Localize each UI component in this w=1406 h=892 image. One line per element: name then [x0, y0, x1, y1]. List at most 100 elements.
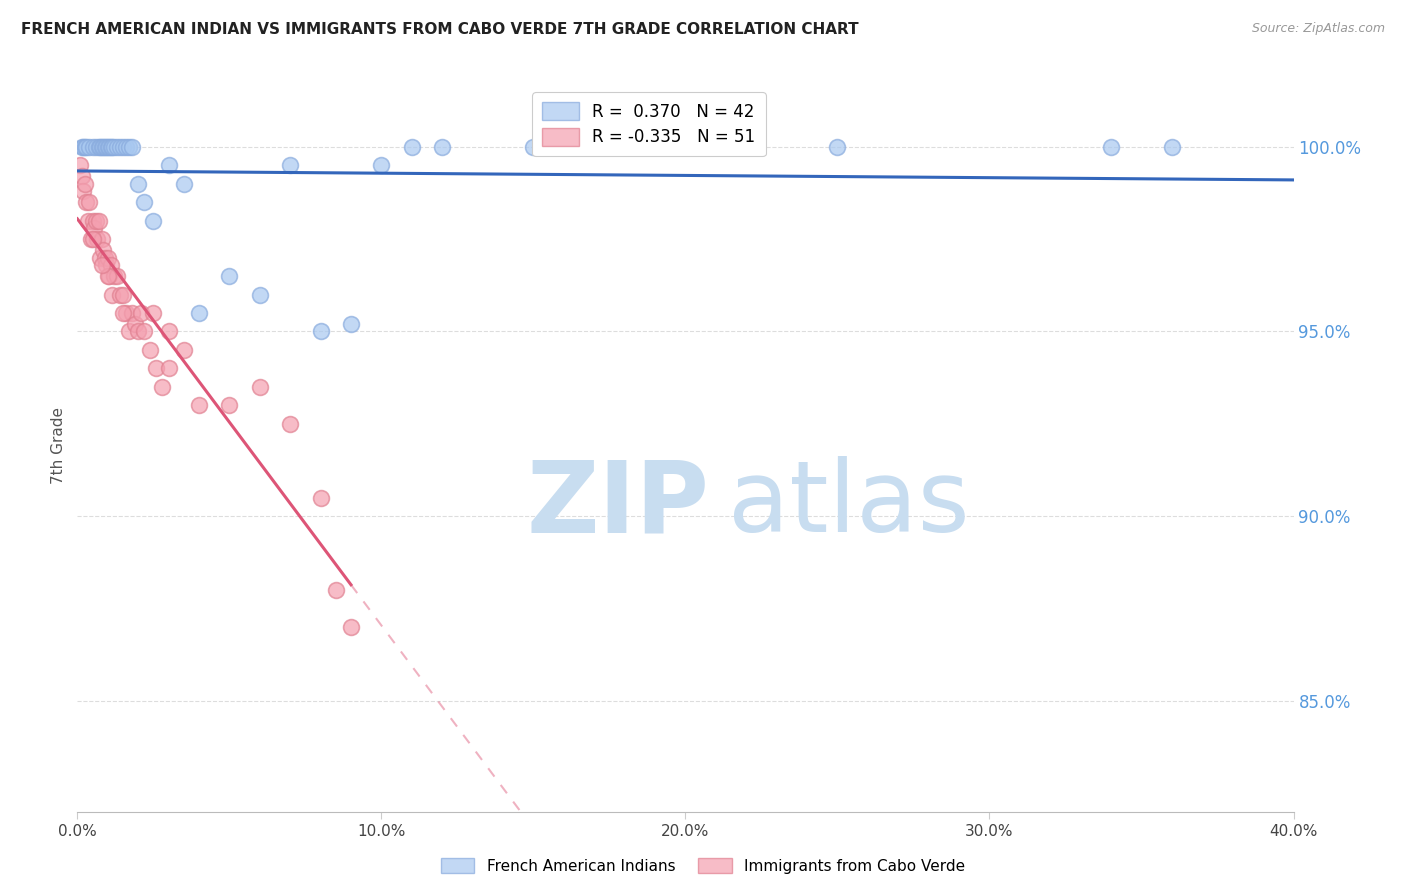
Point	[129, 306, 152, 320]
Point	[87, 213, 110, 227]
Point	[218, 268, 240, 283]
Point	[370, 158, 392, 172]
Text: atlas: atlas	[728, 456, 970, 553]
Point	[127, 325, 149, 339]
Point	[93, 140, 115, 154]
Point	[84, 213, 107, 227]
Y-axis label: 7th Grade: 7th Grade	[51, 408, 66, 484]
Point	[101, 287, 124, 301]
Point	[97, 268, 120, 283]
Point	[91, 140, 114, 154]
Point	[827, 140, 849, 154]
Point	[118, 325, 141, 339]
Point	[103, 140, 125, 154]
Point	[96, 258, 118, 272]
Point	[1161, 140, 1184, 154]
Text: ZIP: ZIP	[527, 456, 710, 553]
Point	[134, 325, 156, 339]
Point	[249, 287, 271, 301]
Point	[91, 244, 114, 258]
Point	[278, 417, 301, 431]
Point	[80, 232, 103, 246]
Point	[188, 306, 211, 320]
Point	[157, 361, 180, 376]
Point	[108, 287, 131, 301]
Point	[90, 140, 112, 154]
Point	[401, 140, 423, 154]
Legend: French American Indians, Immigrants from Cabo Verde: French American Indians, Immigrants from…	[434, 852, 972, 880]
Point	[82, 232, 104, 246]
Point	[111, 306, 134, 320]
Point	[340, 317, 363, 331]
Point	[98, 268, 121, 283]
Point	[93, 251, 115, 265]
Point	[73, 177, 96, 191]
Point	[75, 195, 97, 210]
Text: Source: ZipAtlas.com: Source: ZipAtlas.com	[1251, 22, 1385, 36]
Point	[87, 140, 110, 154]
Point	[82, 140, 104, 154]
Point	[82, 213, 104, 227]
Point	[145, 361, 167, 376]
Point	[1099, 140, 1122, 154]
Point	[105, 268, 128, 283]
Point	[72, 140, 94, 154]
Point	[121, 306, 143, 320]
Point	[173, 177, 195, 191]
Point	[115, 306, 138, 320]
Point	[157, 158, 180, 172]
Point	[89, 140, 111, 154]
Point	[83, 221, 105, 235]
Point	[157, 325, 180, 339]
Point	[79, 195, 101, 210]
Point	[101, 140, 124, 154]
Point	[100, 258, 122, 272]
Point	[96, 140, 118, 154]
Point	[142, 306, 165, 320]
Point	[340, 620, 363, 634]
Point	[89, 251, 111, 265]
Point	[72, 184, 94, 198]
Point	[218, 398, 240, 412]
Point	[127, 177, 149, 191]
Point	[134, 195, 156, 210]
Point	[432, 140, 454, 154]
Point	[124, 317, 146, 331]
Point	[103, 268, 125, 283]
Point	[108, 140, 131, 154]
Point	[142, 213, 165, 227]
Point	[173, 343, 195, 357]
Point	[75, 140, 97, 154]
Point	[70, 169, 93, 184]
Point	[325, 583, 347, 598]
Point	[309, 325, 332, 339]
Point	[111, 287, 134, 301]
Point	[98, 140, 121, 154]
Point	[188, 398, 211, 412]
Point	[121, 140, 143, 154]
Point	[111, 140, 134, 154]
Point	[115, 140, 138, 154]
Point	[90, 232, 112, 246]
Point	[522, 140, 544, 154]
Point	[278, 158, 301, 172]
Point	[249, 380, 271, 394]
Point	[86, 232, 108, 246]
Point	[118, 140, 141, 154]
Point	[100, 140, 122, 154]
Point	[90, 258, 112, 272]
Point	[309, 491, 332, 505]
Point	[97, 251, 120, 265]
Text: FRENCH AMERICAN INDIAN VS IMMIGRANTS FROM CABO VERDE 7TH GRADE CORRELATION CHART: FRENCH AMERICAN INDIAN VS IMMIGRANTS FRO…	[21, 22, 859, 37]
Point	[73, 140, 96, 154]
Point	[77, 213, 100, 227]
Point	[152, 380, 174, 394]
Point	[70, 140, 93, 154]
Point	[69, 158, 91, 172]
Point	[139, 343, 162, 357]
Point	[105, 140, 128, 154]
Point	[97, 140, 120, 154]
Point	[84, 140, 107, 154]
Point	[79, 140, 101, 154]
Legend: R =  0.370   N = 42, R = -0.335   N = 51: R = 0.370 N = 42, R = -0.335 N = 51	[533, 92, 765, 156]
